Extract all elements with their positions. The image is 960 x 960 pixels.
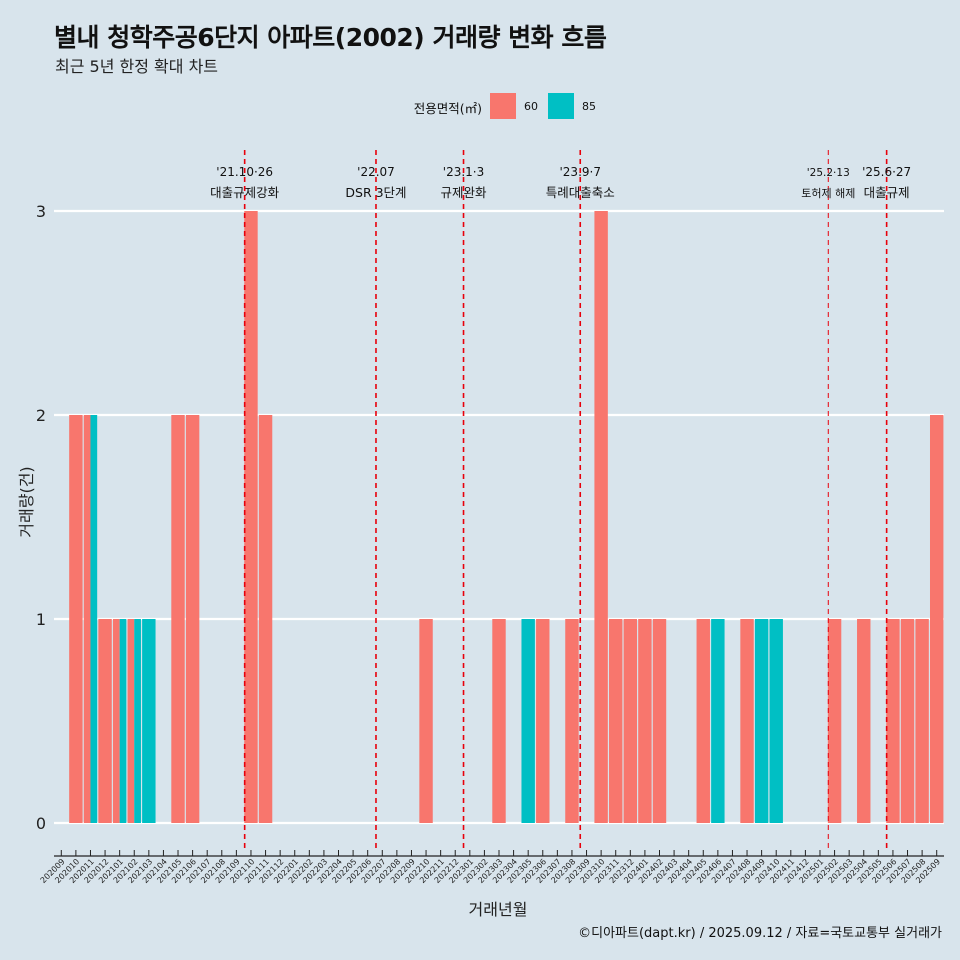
event-date-0: '21.10·26 [216,165,273,179]
legend: 전용면적(㎡) 60 85 [0,92,960,122]
bar-60-202408 [740,619,754,823]
y-tick-label: 3 [36,202,46,221]
bar-60-202306 [536,619,550,823]
bar-85-202410 [769,619,783,823]
bar-60-202310 [594,211,608,823]
bar-60-202506 [886,619,900,823]
bar-60-202308 [565,619,579,823]
event-label-2: 규제완화 [441,185,488,200]
bar-60-202507 [900,619,915,823]
chart-title: 별내 청학주공6단지 아파트(2002) 거래량 변화 흐름 [54,23,607,52]
y-axis-title: 거래량(건) [17,466,36,537]
event-label-1: DSR 3단계 [345,185,406,200]
bar-60-202010 [69,415,83,823]
event-date-1: '22.07 [357,165,395,179]
y-tick-label: 1 [36,610,46,629]
bar-60-202111 [258,415,273,823]
bar-85-202101 [119,619,127,823]
event-date-5: '25.6·27 [862,165,911,179]
bar-85-202406 [711,619,725,823]
event-date-3: '23.9·7 [560,165,601,179]
bar-85-202409 [754,619,769,823]
bar-60-202508 [915,619,929,823]
bar-60-202311 [609,619,623,823]
event-date-4: '25.2·13 [807,167,850,179]
legend-title: 전용면적(㎡) [413,101,482,116]
legend-label-85: 85 [582,100,596,113]
bar-60-202303 [492,619,506,823]
bar-60-202210 [419,619,433,823]
bar-85-202305 [521,619,535,823]
y-tick-label: 2 [36,406,46,425]
chart-caption: ©디아파트(dapt.kr) / 2025.09.12 / 자료=국토교통부 실… [578,926,942,941]
bar-60-202312 [623,619,638,823]
legend-label-60: 60 [524,100,538,113]
bar-60-202101 [112,619,120,823]
bar-85-202011 [90,415,98,823]
bar-60-202105 [171,415,185,823]
bar-60-202012 [98,619,112,823]
bar-60-202502 [827,619,842,823]
bar-60-202110 [244,211,258,823]
legend-key-60 [490,93,516,119]
bar-85-202103 [142,619,156,823]
y-tick-label: 0 [36,814,46,833]
chart-subtitle: 최근 5년 한정 확대 차트 [55,57,219,76]
legend-key-85 [548,93,574,119]
bar-60-202011 [83,415,91,823]
event-label-0: 대출규제강화 [210,185,280,200]
bar-85-202102 [134,619,141,823]
bar-60-202504 [857,619,871,823]
bar-60-202102 [127,619,135,823]
bar-60-202401 [638,619,652,823]
bar-60-202106 [185,415,200,823]
bar-60-202402 [652,619,667,823]
event-label-4: 토허제 해제 [801,186,855,200]
event-date-2: '23.1·3 [443,165,484,179]
bar-60-202509 [929,415,944,823]
event-label-5: 대출규제 [864,185,910,200]
event-label-3: 특례대출축소 [546,185,615,200]
x-axis-title: 거래년월 [469,900,528,919]
bar-60-202405 [696,619,710,823]
